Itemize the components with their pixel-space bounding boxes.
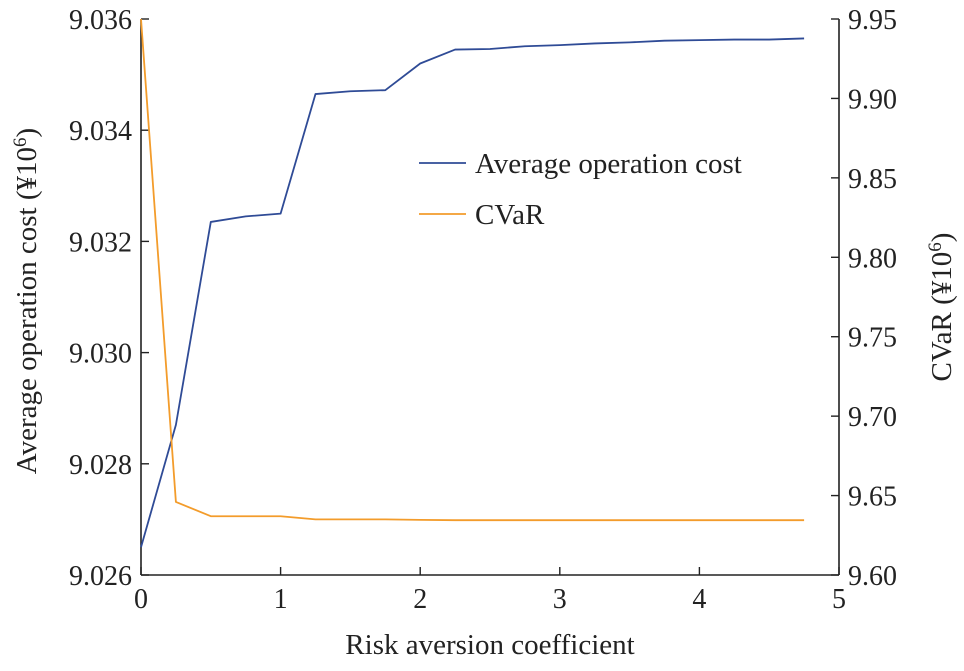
legend-label-average-operation-cost: Average operation cost — [475, 148, 742, 180]
y-right-tick-label: 9.80 — [848, 243, 897, 274]
y-left-tick-label: 9.034 — [69, 116, 132, 147]
legend-label-cvar: CVaR — [475, 199, 545, 231]
series-line-cvar — [140, 18, 805, 522]
y-axis-right-title-end: ) — [926, 233, 958, 243]
x-tick-label: 5 — [832, 584, 846, 615]
x-tick-label: 2 — [413, 584, 427, 615]
y-axis-left-title-superscript: 6 — [10, 137, 31, 147]
y-right-tick-label: 9.65 — [848, 482, 897, 513]
y-axis-right-title-main: CVaR (¥10 — [926, 252, 958, 382]
series-line-average-operation-cost — [140, 37, 805, 548]
y-left-tick-label: 9.026 — [69, 561, 132, 592]
y-right-tick-label: 9.90 — [848, 84, 897, 115]
y-axis-right-title-superscript: 6 — [925, 242, 946, 252]
y-right-tick-label: 9.60 — [848, 561, 897, 592]
y-right-tick-label: 9.95 — [848, 5, 897, 36]
y-left-tick-label: 9.036 — [69, 5, 132, 36]
x-tick-label: 1 — [274, 584, 288, 615]
y-left-tick-label: 9.030 — [69, 339, 132, 370]
y-right-tick-label: 9.85 — [848, 164, 897, 195]
y-right-tick-label: 9.75 — [848, 323, 897, 354]
series-layer — [140, 18, 805, 548]
axes-layer: 0 1 2 3 4 5 9.026 9.028 9.030 9.032 9.034 9.036 9.60… — [69, 5, 897, 615]
y-axis-left-title: Average operation cost (¥106) — [10, 128, 43, 474]
x-tick-label: 3 — [553, 584, 567, 615]
x-tick-label: 0 — [134, 584, 148, 615]
y-left-tick-label: 9.032 — [69, 227, 132, 258]
x-tick-label: 4 — [692, 584, 706, 615]
y-axis-right-title: CVaR (¥106) — [925, 233, 958, 382]
y-axis-left-title-end: ) — [11, 128, 43, 138]
legend: Average operation cost CVaR — [419, 148, 742, 231]
y-left-tick-label: 9.028 — [69, 450, 132, 481]
y-right-tick-label: 9.70 — [848, 402, 897, 433]
y-axis-left-title-main: Average operation cost (¥10 — [11, 147, 43, 474]
x-axis-title: Risk aversion coefficient — [345, 629, 634, 661]
